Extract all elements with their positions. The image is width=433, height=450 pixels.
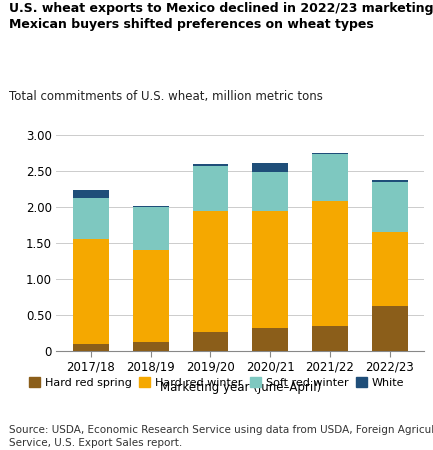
Text: Source: USDA, Economic Research Service using data from USDA, Foreign Agricultur: Source: USDA, Economic Research Service …	[9, 425, 433, 448]
Bar	[73, 344, 109, 351]
Bar	[73, 239, 109, 344]
Bar	[252, 212, 288, 328]
Bar	[133, 342, 168, 351]
Bar	[73, 198, 109, 239]
Bar	[193, 166, 228, 211]
Text: U.S. wheat exports to Mexico declined in 2022/23 marketing year, and
Mexican buy: U.S. wheat exports to Mexico declined in…	[9, 2, 433, 31]
Bar	[372, 232, 407, 306]
Legend: Hard red spring, Hard red winter, Soft red winter, White: Hard red spring, Hard red winter, Soft r…	[25, 373, 408, 393]
Bar	[312, 201, 348, 326]
Bar	[133, 250, 168, 342]
Text: Total commitments of U.S. wheat, million metric tons: Total commitments of U.S. wheat, million…	[9, 90, 323, 103]
Bar	[372, 180, 407, 182]
Bar	[133, 207, 168, 250]
Bar	[193, 164, 228, 166]
X-axis label: Marketing year (June–April): Marketing year (June–April)	[160, 381, 321, 394]
Bar	[193, 211, 228, 332]
Bar	[372, 182, 407, 232]
Bar	[73, 190, 109, 198]
Bar	[252, 163, 288, 172]
Bar	[252, 172, 288, 212]
Bar	[312, 154, 348, 201]
Bar	[312, 153, 348, 154]
Bar	[252, 328, 288, 351]
Bar	[133, 206, 168, 207]
Bar	[312, 326, 348, 351]
Bar	[193, 332, 228, 351]
Bar	[372, 306, 407, 351]
